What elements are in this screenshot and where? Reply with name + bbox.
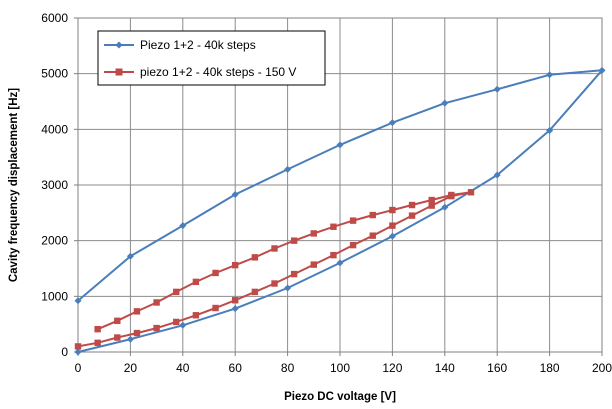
x-tick-label: 100	[330, 361, 350, 375]
data-point	[133, 329, 141, 337]
data-point	[408, 201, 416, 209]
data-point	[310, 230, 317, 237]
data-point	[598, 66, 606, 74]
data-point	[546, 126, 554, 134]
x-axis-title: Piezo DC voltage [V]	[284, 391, 396, 403]
data-point	[251, 288, 259, 296]
x-tick-label: 20	[124, 361, 138, 375]
data-point	[126, 252, 134, 260]
data-point	[389, 222, 396, 229]
data-point	[284, 165, 292, 173]
x-tick-label: 0	[75, 361, 82, 375]
y-tick-label: 6000	[41, 11, 68, 25]
data-point	[448, 191, 455, 199]
data-point	[330, 223, 337, 230]
y-tick-label: 5000	[41, 67, 68, 81]
series-layer	[74, 66, 606, 356]
data-point	[336, 141, 344, 149]
x-tick-label: 140	[435, 361, 455, 375]
data-point	[369, 232, 376, 239]
data-point	[192, 312, 200, 319]
data-point	[408, 212, 416, 219]
data-point	[232, 261, 239, 269]
data-point	[251, 254, 259, 261]
data-point	[271, 280, 278, 287]
data-point	[212, 269, 219, 277]
data-point	[74, 348, 82, 356]
data-point	[290, 270, 298, 278]
data-point	[467, 189, 475, 196]
data-point	[330, 251, 337, 259]
data-point	[290, 237, 298, 244]
data-point	[546, 71, 554, 79]
data-point	[271, 245, 278, 252]
y-tick-label: 0	[61, 345, 68, 359]
legend-label: piezo 1+2 - 40k steps - 150 V	[140, 65, 296, 79]
x-tick-label: 80	[281, 361, 295, 375]
data-point	[173, 318, 180, 326]
legend-label: Piezo 1+2 - 40k steps	[140, 38, 256, 52]
data-point	[389, 206, 396, 214]
legend-item-piezo-40k: Piezo 1+2 - 40k steps	[104, 38, 256, 52]
y-tick-label: 3000	[41, 178, 68, 192]
data-point	[232, 297, 239, 304]
data-point	[493, 85, 501, 93]
x-tick-label: 120	[382, 361, 402, 375]
data-point	[173, 288, 180, 296]
data-point	[114, 334, 121, 341]
data-point	[212, 304, 219, 312]
legend-square-marker	[115, 68, 123, 76]
data-point	[231, 190, 239, 198]
data-point	[441, 203, 449, 211]
data-point	[428, 196, 435, 204]
data-point	[133, 308, 141, 315]
x-tick-label: 40	[176, 361, 190, 375]
y-tick-label: 2000	[41, 234, 68, 248]
x-tick-label: 160	[487, 361, 507, 375]
x-tick-label: 180	[540, 361, 560, 375]
data-point	[349, 217, 357, 224]
x-axis-ticks: 0 20 40 60 80 100 120 140 160 180 200	[75, 352, 612, 375]
x-tick-label: 60	[229, 361, 243, 375]
data-point	[428, 202, 435, 209]
data-point	[493, 171, 501, 179]
data-point	[441, 99, 449, 107]
series-line	[77, 191, 472, 348]
data-point	[349, 241, 357, 249]
data-point	[179, 222, 187, 230]
data-point	[192, 278, 200, 286]
data-point	[74, 297, 82, 305]
data-point	[153, 299, 160, 306]
y-axis-title: Cavity frequency displacement [Hz]	[8, 88, 20, 282]
series-2	[74, 189, 475, 350]
legend-diamond-marker	[115, 41, 123, 49]
series-1	[74, 66, 606, 356]
data-point	[369, 211, 376, 219]
data-point	[284, 284, 292, 292]
data-point	[126, 335, 134, 343]
data-point	[114, 317, 121, 325]
data-point	[310, 261, 317, 268]
data-point	[94, 339, 101, 347]
legend: Piezo 1+2 - 40k steps piezo 1+2 - 40k st…	[97, 30, 326, 86]
data-point	[336, 259, 344, 267]
data-point	[94, 325, 101, 333]
data-point	[231, 305, 239, 313]
data-point	[74, 343, 82, 350]
legend-box	[97, 30, 326, 86]
data-point	[388, 232, 396, 240]
data-point	[153, 324, 160, 332]
y-tick-label: 1000	[41, 289, 68, 303]
x-tick-label: 200	[592, 361, 612, 375]
y-tick-label: 4000	[41, 122, 68, 136]
data-point	[388, 119, 396, 127]
data-point	[179, 321, 187, 329]
legend-item-piezo-150v: piezo 1+2 - 40k steps - 150 V	[104, 65, 296, 79]
